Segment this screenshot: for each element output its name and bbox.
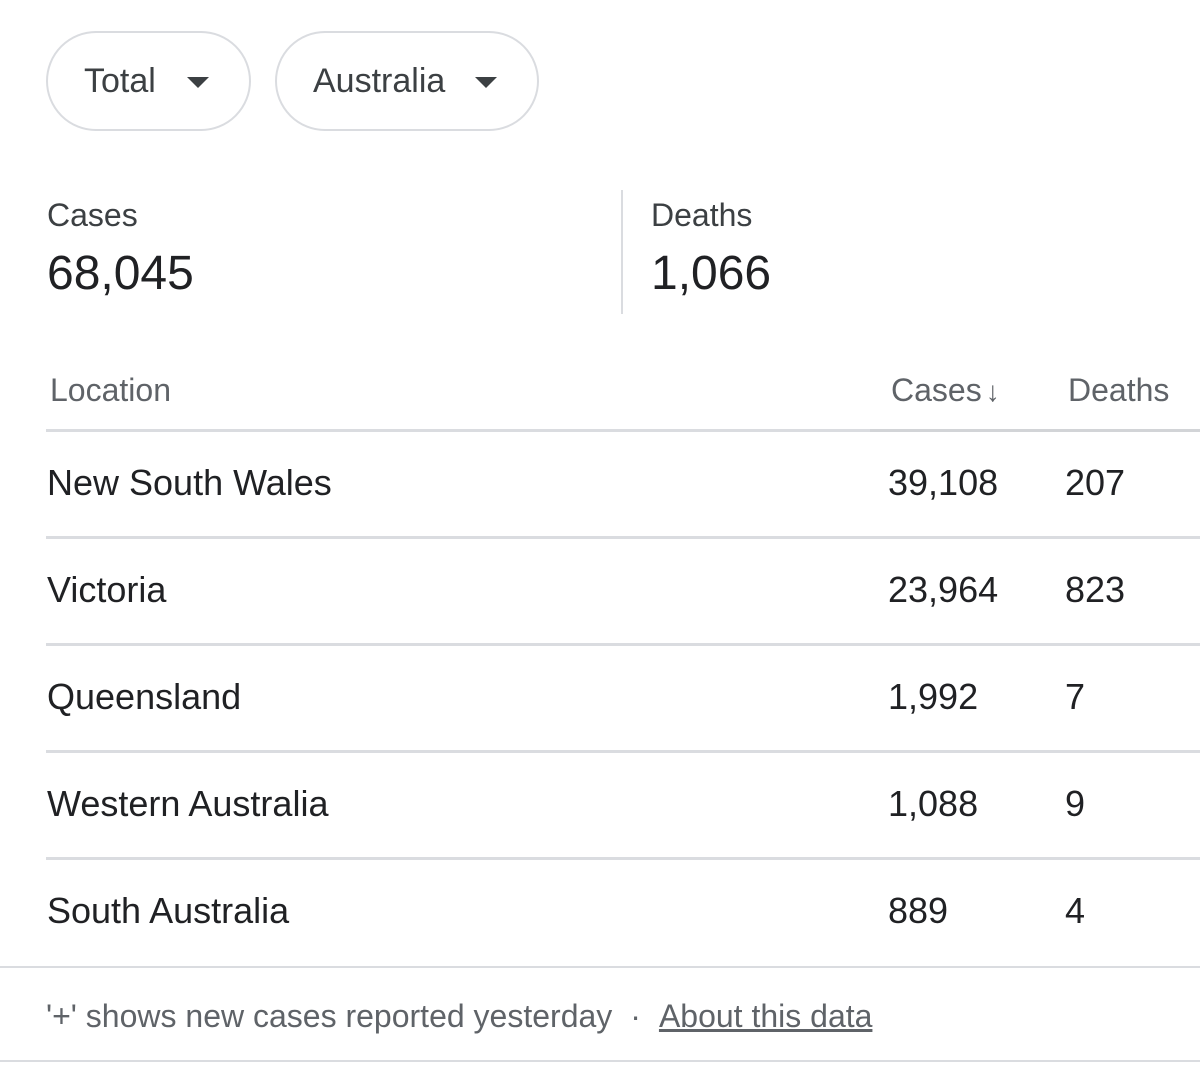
footer: '+' shows new cases reported yesterday · A… — [46, 998, 872, 1035]
footer-divider-bottom — [0, 1060, 1200, 1062]
table-row[interactable]: Western Australia 1,088 9 — [0, 753, 1200, 860]
row-location: Western Australia — [47, 783, 329, 824]
footer-note: '+' shows new cases reported yesterday — [46, 998, 613, 1034]
summary-cases-value: 68,045 — [47, 247, 194, 300]
caret-down-icon — [187, 77, 209, 88]
table-row[interactable]: Victoria 23,964 823 — [0, 539, 1200, 646]
caret-down-icon — [475, 77, 497, 88]
arrow-down-icon: ↓ — [985, 376, 1000, 407]
row-cases: 889 — [888, 890, 949, 931]
metric-filter-label: Total — [84, 61, 156, 100]
summary-cases-label: Cases — [47, 197, 138, 233]
summary-deaths-value: 1,066 — [651, 247, 772, 300]
row-cases: 39,108 — [888, 462, 999, 503]
metric-filter-dropdown[interactable]: Total — [46, 31, 251, 131]
column-header-deaths[interactable]: Deaths — [1068, 372, 1170, 408]
row-location: Victoria — [47, 569, 167, 610]
header-divider-sorted — [870, 429, 1200, 432]
table-row[interactable]: Queensland 1,992 7 — [0, 646, 1200, 753]
row-divider — [46, 643, 1200, 646]
row-cases: 1,088 — [888, 783, 979, 824]
row-deaths: 4 — [1065, 890, 1086, 931]
row-deaths: 823 — [1065, 569, 1126, 610]
summary-divider — [621, 190, 623, 314]
region-filter-label: Australia — [313, 61, 446, 100]
row-divider — [46, 536, 1200, 539]
row-location: South Australia — [47, 890, 290, 931]
row-location: New South Wales — [47, 462, 332, 503]
column-header-cases[interactable]: Cases ↓ — [891, 372, 1000, 409]
header-divider — [46, 429, 870, 432]
about-this-data-link[interactable]: About this data — [658, 998, 873, 1034]
table-row[interactable]: New South Wales 39,108 207 — [0, 432, 1200, 539]
row-divider — [46, 750, 1200, 753]
row-cases: 1,992 — [888, 676, 979, 717]
table-row[interactable]: South Australia 889 4 — [0, 860, 1200, 967]
row-divider — [46, 857, 1200, 860]
row-cases: 23,964 — [888, 569, 999, 610]
column-header-cases-label: Cases — [891, 372, 982, 408]
row-deaths: 9 — [1065, 783, 1086, 824]
row-deaths: 207 — [1065, 462, 1126, 503]
row-location: Queensland — [47, 676, 242, 717]
footer-separator: · — [630, 998, 641, 1034]
summary-deaths-label: Deaths — [651, 197, 753, 233]
column-header-location[interactable]: Location — [50, 372, 171, 408]
footer-divider-top — [0, 966, 1200, 968]
row-deaths: 7 — [1065, 676, 1086, 717]
region-filter-dropdown[interactable]: Australia — [275, 31, 539, 131]
